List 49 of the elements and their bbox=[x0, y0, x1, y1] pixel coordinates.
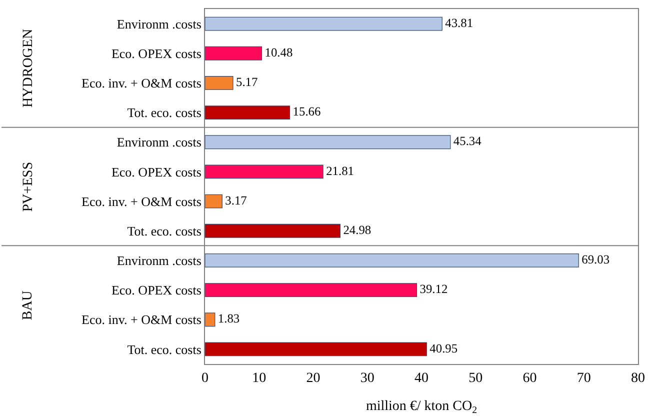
data-label: 43.81 bbox=[445, 16, 474, 30]
x-tick-label: 20 bbox=[306, 370, 320, 386]
y-tick-label: Environm .costs bbox=[116, 134, 202, 150]
data-label: 39.12 bbox=[420, 282, 448, 296]
bar bbox=[205, 164, 324, 179]
bar bbox=[205, 16, 442, 31]
data-label: 10.48 bbox=[264, 45, 293, 60]
bar bbox=[205, 46, 262, 60]
bar bbox=[205, 106, 290, 120]
text: PV+ESS bbox=[20, 162, 36, 212]
data-label: 45.34 bbox=[453, 134, 482, 148]
y-tick-label: Eco. inv. + O&M costs bbox=[82, 312, 202, 328]
text: BAU bbox=[20, 290, 36, 320]
bar bbox=[205, 224, 340, 238]
data-label: 69.03 bbox=[582, 252, 610, 267]
x-tick-label: 70 bbox=[576, 370, 591, 386]
y-tick-label: Eco. OPEX costs bbox=[111, 164, 202, 180]
y-tick-label: Environm .costs bbox=[116, 16, 202, 32]
x-tick-label: 50 bbox=[468, 370, 483, 386]
bar bbox=[205, 76, 234, 90]
x-axis-title: million €/ kton CO$_{2}$ bbox=[366, 399, 478, 416]
y-tick-label: Eco. OPEX costs bbox=[111, 282, 202, 298]
y-tick-label: Eco. inv. + O&M costs bbox=[82, 76, 202, 91]
x-tick-label: 40 bbox=[414, 370, 428, 386]
x-tick-label: 10 bbox=[252, 370, 266, 386]
x-tick-label: 60 bbox=[522, 370, 537, 386]
data-label: 1.83 bbox=[218, 312, 240, 326]
x-tick-label: 30 bbox=[360, 370, 374, 386]
bar bbox=[205, 135, 451, 150]
bar bbox=[205, 283, 418, 297]
y-tick-label: Tot. eco. costs bbox=[127, 105, 202, 120]
data-label: 15.66 bbox=[292, 104, 321, 119]
y-tick-label: Tot. eco. costs bbox=[127, 223, 202, 238]
data-label: 21.81 bbox=[326, 164, 354, 178]
bar bbox=[205, 254, 579, 268]
data-label: 24.98 bbox=[343, 222, 372, 237]
y-tick-label: Eco. OPEX costs bbox=[111, 46, 202, 61]
y-tick-label: Environm .costs bbox=[116, 253, 202, 268]
data-label: 3.17 bbox=[225, 193, 247, 208]
bar bbox=[205, 312, 216, 327]
data-label: 5.17 bbox=[236, 75, 258, 90]
x-tick-label: 0 bbox=[202, 370, 208, 386]
y-tick-label: Tot. eco. costs bbox=[127, 342, 202, 357]
x-tick-label: 80 bbox=[631, 370, 645, 386]
text: HYDROGEN bbox=[21, 28, 36, 108]
bar bbox=[205, 194, 222, 208]
y-tick-label: Eco. inv. + O&M costs bbox=[82, 194, 202, 209]
bar bbox=[205, 342, 427, 356]
data-label: 40.95 bbox=[430, 341, 458, 356]
